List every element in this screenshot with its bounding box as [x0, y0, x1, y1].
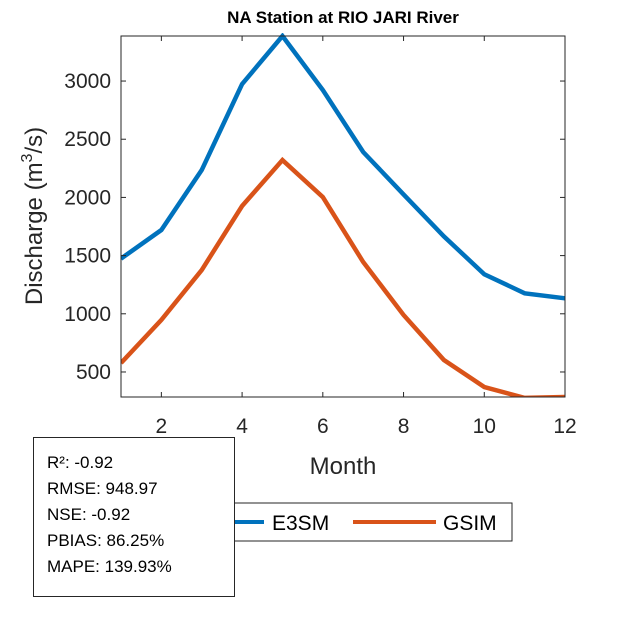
- metric-rmse: RMSE: 948.97: [47, 479, 158, 498]
- x-tick-label: 8: [398, 415, 410, 438]
- x-tick-label: 10: [473, 415, 496, 438]
- plot-frame: [120, 35, 566, 398]
- y-axis-label-tail: /s): [21, 127, 48, 154]
- legend-label-gsim: GSIM: [443, 512, 497, 535]
- y-axis-label-sup: 3: [19, 153, 36, 162]
- series-group: [121, 33, 566, 397]
- metrics-box: R²: -0.92 RMSE: 948.97 NSE: -0.92 PBIAS:…: [33, 437, 235, 597]
- chart-title: NA Station at RIO JARI River: [227, 8, 459, 27]
- y-tick-label: 2500: [64, 128, 111, 151]
- metric-nse: NSE: -0.92: [47, 505, 131, 524]
- plot-area: [120, 33, 566, 398]
- legend: E3SM GSIM: [229, 502, 513, 542]
- x-tick-label: 12: [553, 415, 576, 438]
- series-line-e3sm: [121, 33, 566, 301]
- x-axis-label: Month: [310, 453, 377, 480]
- x-tick-label: 2: [156, 415, 168, 438]
- y-tick-label: 500: [76, 361, 111, 384]
- metric-mape: MAPE: 139.93%: [47, 557, 172, 576]
- y-axis-label-main: Discharge (m: [21, 162, 48, 305]
- y-axis-ticks: 500 1000 1500 2000 2500 3000: [64, 70, 565, 384]
- x-axis-ticks: 2 4 6 8 10 12: [156, 36, 577, 438]
- metric-pbias: PBIAS: 86.25%: [47, 531, 165, 550]
- plot-background: [121, 36, 565, 397]
- y-tick-label: 1000: [64, 303, 111, 326]
- y-axis-label: Discharge (m3/s): [19, 127, 48, 305]
- x-tick-label: 6: [317, 415, 329, 438]
- y-tick-label: 2000: [64, 186, 111, 209]
- y-tick-label: 1500: [64, 245, 111, 268]
- legend-label-e3sm: E3SM: [272, 512, 329, 535]
- y-tick-label: 3000: [64, 70, 111, 93]
- series-line-gsim: [121, 156, 565, 397]
- metric-r2: R²: -0.92: [47, 453, 114, 472]
- x-tick-label: 4: [236, 415, 248, 438]
